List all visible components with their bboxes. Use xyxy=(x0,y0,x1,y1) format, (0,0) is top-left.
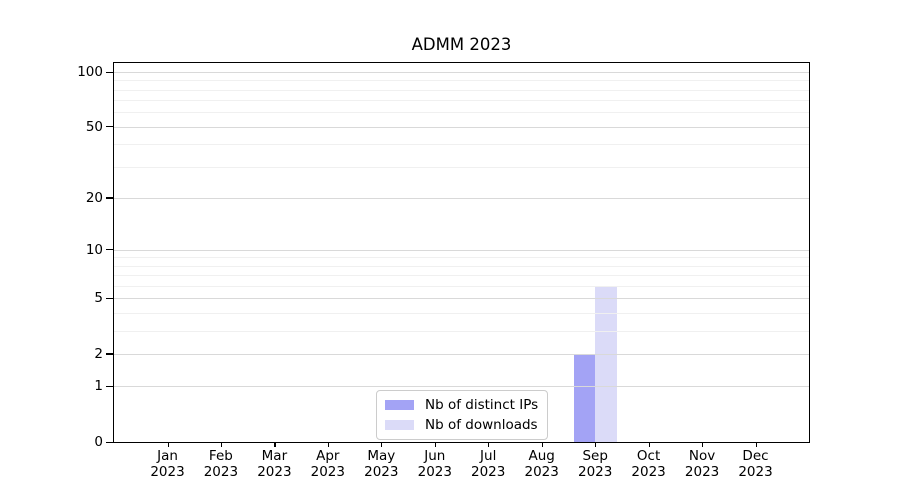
chart-title: ADMM 2023 xyxy=(411,35,512,54)
y-tick-label: 0 xyxy=(94,434,103,450)
y-tick-label: 2 xyxy=(94,345,103,362)
x-tick-label: Dec 2023 xyxy=(738,448,773,480)
minor-gridline xyxy=(114,89,809,91)
major-gridline xyxy=(114,298,809,300)
x-tick-mark xyxy=(595,442,597,447)
x-tick-mark xyxy=(274,442,276,447)
legend-item: Nb of downloads xyxy=(385,417,538,433)
bar-nb-of-downloads xyxy=(595,286,617,442)
x-tick-label: Feb 2023 xyxy=(203,448,239,480)
x-tick-label: Mar 2023 xyxy=(257,448,292,480)
major-gridline xyxy=(114,126,809,128)
minor-gridline xyxy=(114,257,809,259)
y-tick-mark xyxy=(106,71,113,73)
y-tick-mark xyxy=(106,297,113,300)
x-tick-mark xyxy=(327,442,329,447)
y-tick-label: 10 xyxy=(85,241,103,258)
minor-gridline xyxy=(114,286,809,287)
legend-item-label: Nb of distinct IPs xyxy=(425,397,539,413)
x-tick-mark xyxy=(167,442,169,447)
y-tick-label: 100 xyxy=(77,64,103,80)
x-tick-mark xyxy=(220,442,223,447)
x-tick-label: Apr 2023 xyxy=(310,448,345,480)
x-tick-label: Oct 2023 xyxy=(631,448,666,480)
minor-gridline xyxy=(114,166,809,168)
y-tick-mark xyxy=(106,385,113,388)
minor-gridline xyxy=(114,100,809,102)
legend: Nb of distinct IPs Nb of downloads xyxy=(376,390,549,440)
y-tick-label: 5 xyxy=(94,290,103,307)
minor-gridline xyxy=(114,265,809,267)
minor-gridline xyxy=(114,80,809,82)
x-tick-label: Nov 2023 xyxy=(684,448,720,480)
x-tick-mark xyxy=(702,442,704,447)
bars-layer xyxy=(114,63,809,442)
x-tick-mark xyxy=(541,442,543,447)
x-tick-label: May 2023 xyxy=(364,448,399,480)
y-tick-label: 50 xyxy=(85,118,103,135)
major-gridline xyxy=(114,197,809,199)
minor-gridline xyxy=(114,144,809,146)
x-tick-label: Jun 2023 xyxy=(417,448,452,480)
x-tick-label: Jan 2023 xyxy=(150,448,185,480)
minor-gridline xyxy=(114,330,809,332)
major-gridline xyxy=(114,72,809,73)
x-tick-mark xyxy=(648,442,650,447)
y-tick-mark xyxy=(106,249,113,251)
plot-area: Nb of distinct IPs Nb of downloads Jan 202… xyxy=(77,62,810,479)
y-tick-mark xyxy=(106,353,113,355)
x-tick-label: Sep 2023 xyxy=(578,448,613,480)
y-tick-mark xyxy=(106,126,113,128)
minor-gridline xyxy=(114,313,809,314)
minor-gridline xyxy=(114,275,809,277)
x-tick-mark xyxy=(488,442,490,447)
legend-swatch xyxy=(385,400,414,410)
x-tick-mark xyxy=(434,442,436,447)
y-tick-label: 20 xyxy=(85,189,103,206)
x-tick-label: Jul 2023 xyxy=(471,448,506,480)
grid-layer xyxy=(114,63,809,442)
y-tick-mark xyxy=(106,441,113,443)
legend-swatch xyxy=(385,420,414,430)
legend-item: Nb of distinct IPs xyxy=(385,397,538,413)
y-tick-mark xyxy=(106,197,113,199)
major-gridline xyxy=(114,249,809,251)
y-tick-label: 1 xyxy=(94,378,103,395)
legend-item-label: Nb of downloads xyxy=(425,417,538,433)
x-tick-mark xyxy=(381,442,383,447)
bar-nb-of-distinct-ips xyxy=(573,353,596,442)
x-tick-label: Aug 2023 xyxy=(524,448,559,480)
x-tick-mark xyxy=(755,442,757,447)
minor-gridline xyxy=(114,112,809,114)
major-gridline xyxy=(114,353,809,355)
major-gridline xyxy=(114,386,809,388)
